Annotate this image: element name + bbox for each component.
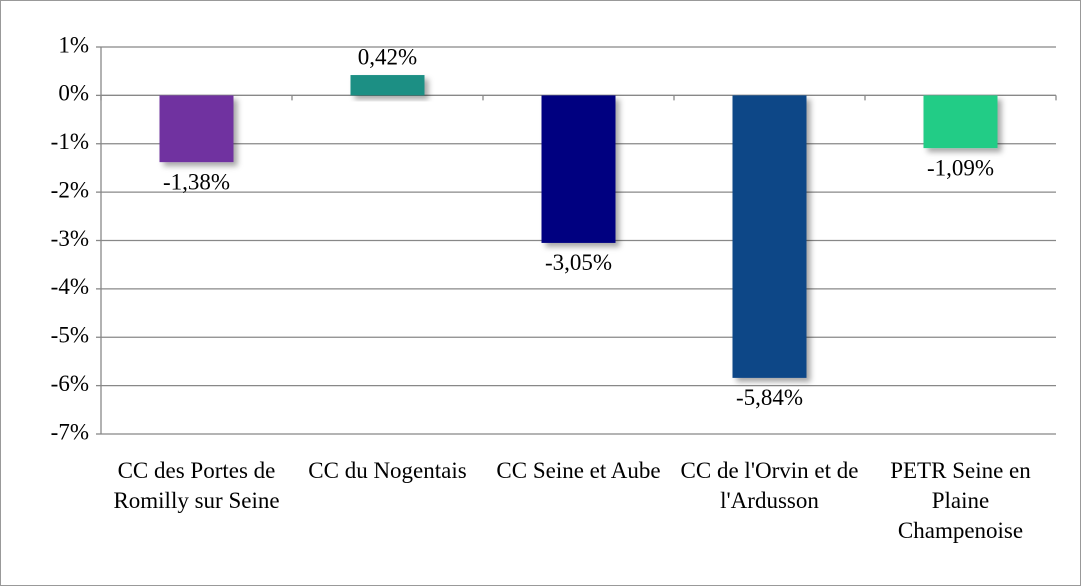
value-label: -3,05% [545,250,612,275]
y-tick-label: -5% [51,323,89,348]
x-tick-label: CC Seine et Aube [496,458,661,483]
x-tick-label: CC de l'Orvin et de l'Ardusson [680,458,859,513]
bar [541,95,616,243]
bar [732,95,807,378]
y-tick-label: -1% [51,129,89,154]
y-tick-label: 1% [58,32,89,57]
y-tick-label: -6% [51,371,89,396]
value-label: -1,09% [927,155,994,180]
bar [923,95,998,149]
x-tick-label: PETR Seine en Plaine Champenoise [890,458,1031,543]
x-tick-label: CC du Nogentais [308,458,467,483]
y-tick-label: -3% [51,226,89,251]
bar [350,75,425,96]
y-tick-label: -4% [51,274,89,299]
value-label: -5,84% [736,385,803,410]
x-tick-label: CC des Portes de Romilly sur Seine [113,458,280,513]
y-tick-label: -2% [51,177,89,202]
value-label: -1,38% [163,169,230,194]
value-label: 0,42% [358,44,417,69]
y-tick-label: -7% [51,419,89,444]
y-tick-label: 0% [58,81,89,106]
bar [159,95,234,163]
